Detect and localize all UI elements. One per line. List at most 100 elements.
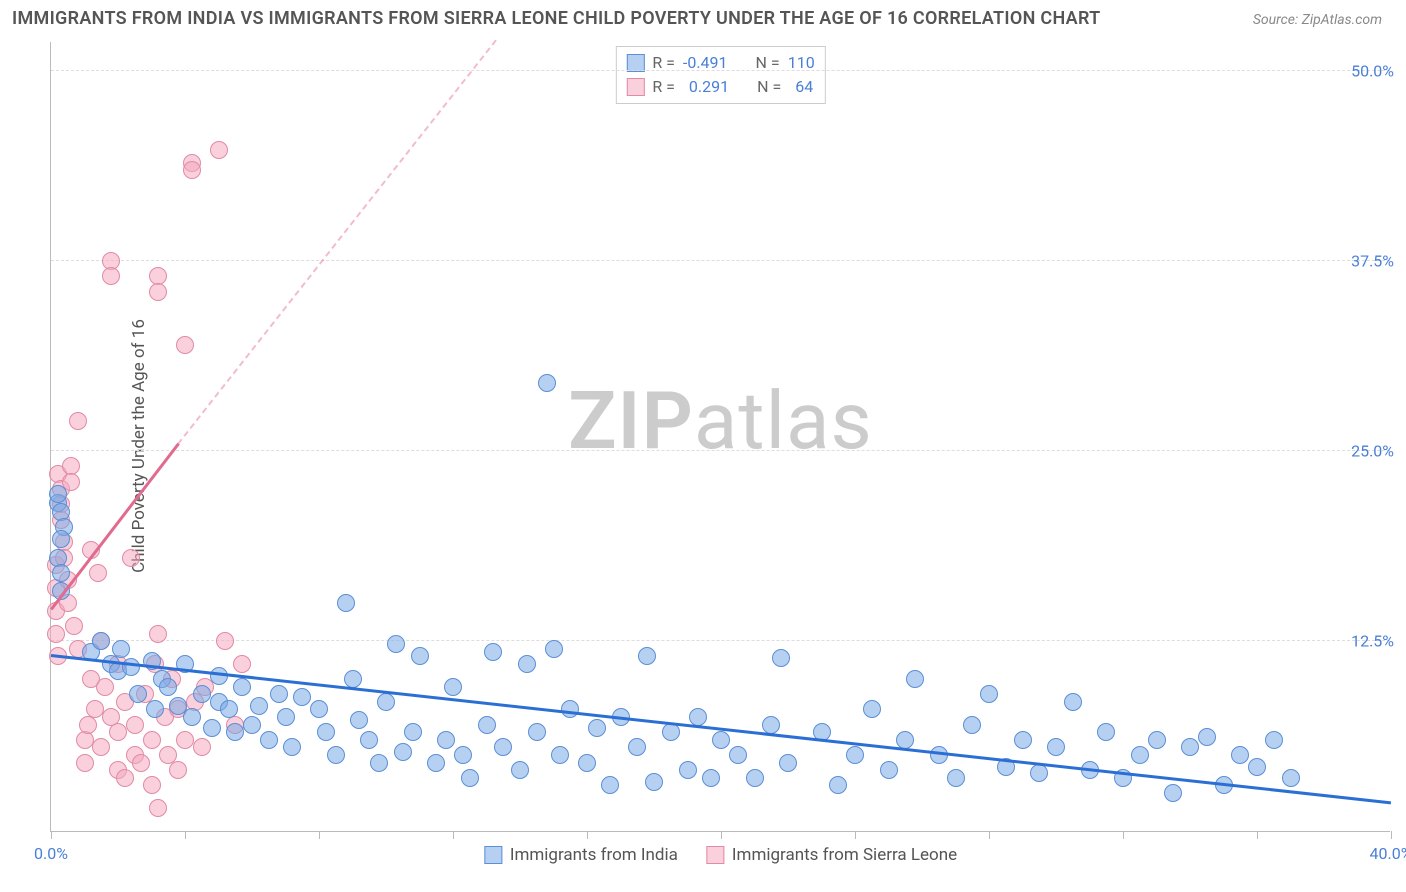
scatter-point-blue bbox=[545, 640, 563, 658]
scatter-point-blue bbox=[122, 658, 140, 676]
scatter-point-blue bbox=[427, 754, 445, 772]
scatter-point-blue bbox=[863, 700, 881, 718]
scatter-point-blue bbox=[1097, 723, 1115, 741]
scatter-point-pink bbox=[210, 141, 228, 159]
source-label: Source: ZipAtlas.com bbox=[1253, 12, 1382, 28]
scatter-point-blue bbox=[628, 738, 646, 756]
scatter-point-blue bbox=[1282, 769, 1300, 787]
scatter-point-blue bbox=[484, 643, 502, 661]
scatter-point-blue bbox=[1148, 731, 1166, 749]
plot-area: ZIPatlas R = -0.491 N = 110 R = 0.291 N … bbox=[50, 42, 1390, 832]
trendline-pink-dash bbox=[178, 39, 498, 444]
scatter-point-blue bbox=[454, 746, 472, 764]
scatter-point-pink bbox=[176, 336, 194, 354]
legend-top-row-blue: R = -0.491 N = 110 bbox=[626, 51, 814, 75]
scatter-point-blue bbox=[193, 685, 211, 703]
scatter-point-pink bbox=[76, 731, 94, 749]
scatter-point-blue bbox=[518, 655, 536, 673]
scatter-point-blue bbox=[689, 708, 707, 726]
ytick-label: 50.0% bbox=[1331, 62, 1394, 81]
scatter-point-pink bbox=[89, 564, 107, 582]
scatter-point-blue bbox=[588, 719, 606, 737]
scatter-point-blue bbox=[129, 685, 147, 703]
scatter-point-blue bbox=[387, 635, 405, 653]
scatter-point-blue bbox=[528, 723, 546, 741]
scatter-point-blue bbox=[327, 746, 345, 764]
scatter-point-pink bbox=[122, 549, 140, 567]
scatter-point-blue bbox=[344, 670, 362, 688]
xtick bbox=[185, 831, 186, 839]
scatter-point-blue bbox=[511, 761, 529, 779]
scatter-point-blue bbox=[906, 670, 924, 688]
scatter-point-blue bbox=[350, 711, 368, 729]
scatter-point-blue bbox=[746, 769, 764, 787]
scatter-point-blue bbox=[478, 716, 496, 734]
scatter-point-pink bbox=[233, 655, 251, 673]
scatter-point-pink bbox=[183, 161, 201, 179]
scatter-point-blue bbox=[638, 647, 656, 665]
legend-top-row-pink: R = 0.291 N = 64 bbox=[626, 75, 814, 99]
xtick bbox=[319, 831, 320, 839]
scatter-point-blue bbox=[243, 716, 261, 734]
legend-bottom-pink: Immigrants from Sierra Leone bbox=[706, 845, 957, 865]
scatter-point-pink bbox=[143, 731, 161, 749]
scatter-point-blue bbox=[980, 685, 998, 703]
scatter-point-blue bbox=[963, 716, 981, 734]
scatter-point-blue bbox=[146, 700, 164, 718]
scatter-point-blue bbox=[702, 769, 720, 787]
scatter-point-blue bbox=[233, 678, 251, 696]
scatter-point-blue bbox=[277, 708, 295, 726]
scatter-point-pink bbox=[47, 625, 65, 643]
scatter-point-blue bbox=[293, 688, 311, 706]
scatter-point-blue bbox=[779, 754, 797, 772]
scatter-point-pink bbox=[149, 799, 167, 817]
scatter-point-blue bbox=[337, 594, 355, 612]
scatter-point-blue bbox=[52, 564, 70, 582]
scatter-point-pink bbox=[176, 731, 194, 749]
gridline bbox=[51, 70, 1390, 71]
xtick bbox=[1391, 831, 1392, 839]
xtick bbox=[587, 831, 588, 839]
xtick bbox=[1123, 831, 1124, 839]
scatter-point-blue bbox=[762, 716, 780, 734]
scatter-point-blue bbox=[601, 776, 619, 794]
ytick-label: 12.5% bbox=[1331, 632, 1394, 651]
scatter-point-blue bbox=[1047, 738, 1065, 756]
scatter-point-pink bbox=[65, 617, 83, 635]
watermark: ZIPatlas bbox=[568, 374, 873, 468]
xtick bbox=[989, 831, 990, 839]
legend-swatch-pink bbox=[706, 846, 724, 864]
scatter-point-blue bbox=[317, 723, 335, 741]
scatter-point-blue bbox=[679, 761, 697, 779]
scatter-point-blue bbox=[404, 723, 422, 741]
scatter-point-blue bbox=[49, 485, 67, 503]
scatter-point-pink bbox=[169, 761, 187, 779]
xtick bbox=[855, 831, 856, 839]
scatter-point-blue bbox=[112, 640, 130, 658]
scatter-point-blue bbox=[203, 719, 221, 737]
scatter-point-blue bbox=[1198, 728, 1216, 746]
scatter-point-blue bbox=[578, 754, 596, 772]
scatter-point-pink bbox=[193, 738, 211, 756]
scatter-point-blue bbox=[250, 697, 268, 715]
scatter-point-blue bbox=[729, 746, 747, 764]
scatter-point-blue bbox=[411, 647, 429, 665]
scatter-point-blue bbox=[1131, 746, 1149, 764]
scatter-point-blue bbox=[1164, 784, 1182, 802]
scatter-point-blue bbox=[645, 773, 663, 791]
scatter-point-blue bbox=[394, 743, 412, 761]
scatter-point-blue bbox=[370, 754, 388, 772]
scatter-point-blue bbox=[159, 678, 177, 696]
scatter-point-blue bbox=[880, 761, 898, 779]
scatter-point-blue bbox=[310, 700, 328, 718]
scatter-point-blue bbox=[92, 632, 110, 650]
xtick bbox=[1257, 831, 1258, 839]
scatter-point-blue bbox=[226, 723, 244, 741]
scatter-point-pink bbox=[116, 769, 134, 787]
scatter-point-blue bbox=[662, 723, 680, 741]
xlabel-left: 0.0% bbox=[34, 844, 68, 863]
scatter-point-blue bbox=[1181, 738, 1199, 756]
scatter-point-blue bbox=[1248, 758, 1266, 776]
chart-title: IMMIGRANTS FROM INDIA VS IMMIGRANTS FROM… bbox=[12, 8, 1101, 29]
scatter-point-pink bbox=[126, 716, 144, 734]
